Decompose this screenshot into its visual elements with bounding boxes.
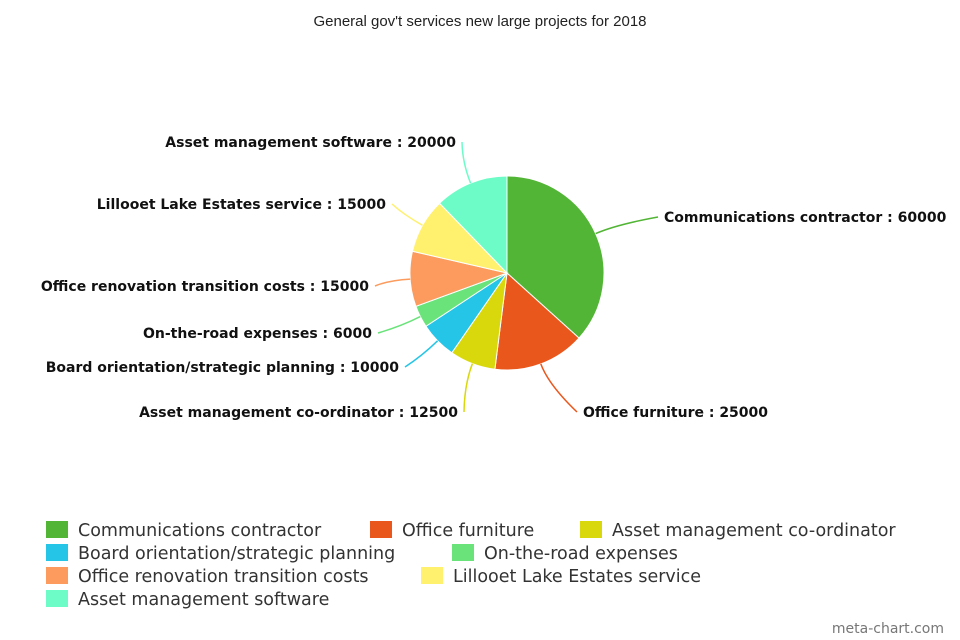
slice-label-board-orientation-strategic-planning: Board orientation/strategic planning : 1… (46, 360, 400, 376)
pie-slices (409, 175, 605, 371)
slice-labels: Communications contractor : 60000 Office … (41, 135, 947, 421)
legend-swatch-asset-management-co-ordinator (580, 521, 602, 538)
legend-item-lillooet-lake-estates-service: Lillooet Lake Estates service (421, 567, 701, 587)
watermark: meta-chart.com (832, 621, 944, 637)
legend-swatch-asset-management-software (46, 590, 68, 607)
leader-lines (374, 141, 659, 413)
slice-label-office-furniture: Office furniture : 25000 (583, 405, 768, 421)
slice-label-asset-management-software: Asset management software : 20000 (165, 135, 456, 151)
legend: Communications contractor Office furnitur… (46, 521, 896, 610)
chart-title: General gov't services new large project… (313, 13, 646, 30)
slice-label-lillooet-lake-estates-service: Lillooet Lake Estates service : 15000 (97, 197, 386, 213)
legend-item-communications-contractor: Communications contractor (46, 521, 322, 541)
leader-line-office-renovation-transition-costs (374, 278, 411, 287)
slice-label-communications-contractor: Communications contractor : 60000 (664, 210, 947, 226)
legend-item-board-orientation-strategic-planning: Board orientation/strategic planning (46, 544, 395, 564)
legend-label-on-the-road-expenses: On-the-road expenses (484, 544, 678, 564)
legend-swatch-office-furniture (370, 521, 392, 538)
legend-swatch-on-the-road-expenses (452, 544, 474, 561)
legend-item-office-furniture: Office furniture (370, 521, 534, 541)
legend-label-asset-management-co-ordinator: Asset management co-ordinator (612, 521, 896, 541)
leader-line-on-the-road-expenses (377, 315, 421, 334)
leader-line-asset-management-co-ordinator (463, 363, 474, 413)
legend-item-asset-management-co-ordinator: Asset management co-ordinator (580, 521, 896, 541)
legend-swatch-communications-contractor (46, 521, 68, 538)
legend-label-lillooet-lake-estates-service: Lillooet Lake Estates service (453, 567, 701, 587)
legend-item-asset-management-software: Asset management software (46, 590, 329, 610)
leader-line-communications-contractor (595, 216, 659, 235)
legend-swatch-office-renovation-transition-costs (46, 567, 68, 584)
leader-line-asset-management-software (461, 141, 472, 184)
slice-label-on-the-road-expenses: On-the-road expenses : 6000 (143, 326, 372, 342)
leader-line-board-orientation-strategic-planning (404, 340, 439, 368)
legend-swatch-board-orientation-strategic-planning (46, 544, 68, 561)
slice-label-office-renovation-transition-costs: Office renovation transition costs : 150… (41, 279, 369, 295)
leader-line-office-furniture (540, 363, 578, 413)
pie-slice-communications-contractor (506, 175, 605, 339)
slice-label-asset-management-co-ordinator: Asset management co-ordinator : 12500 (139, 405, 458, 421)
legend-label-office-furniture: Office furniture (402, 521, 534, 541)
legend-item-on-the-road-expenses: On-the-road expenses (452, 544, 678, 564)
legend-label-board-orientation-strategic-planning: Board orientation/strategic planning (78, 544, 395, 564)
legend-item-office-renovation-transition-costs: Office renovation transition costs (46, 567, 369, 587)
leader-line-lillooet-lake-estates-service (391, 203, 423, 226)
legend-label-office-renovation-transition-costs: Office renovation transition costs (78, 567, 369, 587)
legend-label-asset-management-software: Asset management software (78, 590, 329, 610)
legend-swatch-lillooet-lake-estates-service (421, 567, 443, 584)
legend-label-communications-contractor: Communications contractor (78, 521, 322, 541)
